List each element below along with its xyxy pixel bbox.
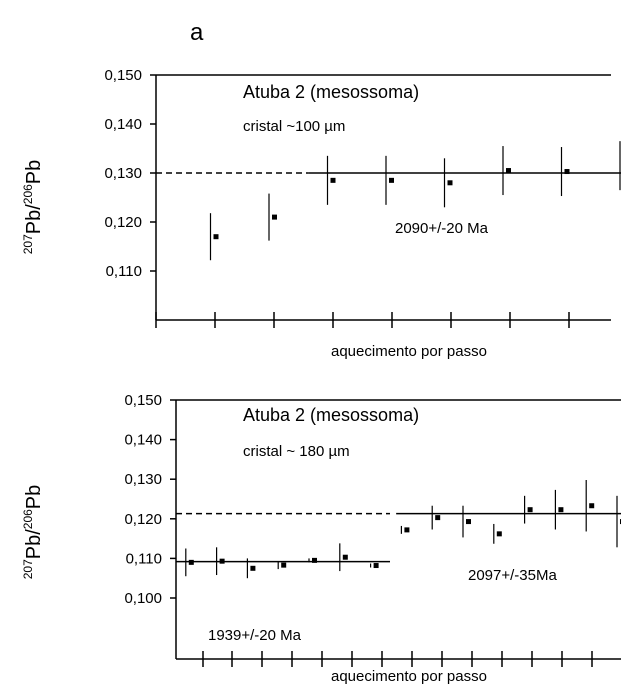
data-point [493, 523, 502, 544]
y-tick-label: 0,140 [104, 116, 142, 133]
point-marker [342, 554, 348, 560]
point-marker [250, 565, 256, 571]
chart-title: Atuba 2 (mesossoma) [243, 405, 419, 425]
data-point [308, 557, 317, 563]
data-point [523, 495, 533, 524]
chart-subtitle: cristal ~ 180 µm [243, 443, 350, 460]
y-tick-label: 0,100 [124, 590, 162, 607]
data-points [185, 479, 621, 579]
y-tick-label: 0,110 [126, 550, 162, 567]
point-marker [188, 559, 194, 565]
x-ticks [202, 651, 593, 667]
data-point [400, 525, 410, 534]
y-tick-label: 0,150 [124, 392, 162, 409]
chart-bottom: 0,150 0,140 0,130 0,120 0,110 0,100 Atuba 2 (… [21, 392, 621, 684]
point-marker [506, 168, 511, 174]
point-marker [404, 527, 410, 533]
point-marker [272, 214, 277, 220]
data-point [431, 505, 441, 530]
mean-lines [176, 512, 621, 563]
data-point [462, 505, 471, 538]
age-annotation: 2090+/-20 Ma [395, 220, 489, 237]
point-marker [312, 557, 317, 563]
data-point [185, 548, 194, 577]
chart-subtitle: cristal ~100 µm [243, 118, 345, 135]
y-tick-label: 0,110 [106, 263, 142, 280]
point-marker [564, 169, 570, 175]
point-marker [435, 515, 441, 521]
x-axis-label: aquecimento por passo [331, 343, 487, 360]
data-point [216, 547, 225, 576]
data-point [616, 495, 621, 548]
y-tick-label: 0,130 [124, 471, 162, 488]
y-axis-label: 207Pb/206Pb [21, 160, 45, 255]
point-marker [527, 507, 533, 513]
data-point [502, 146, 511, 196]
data-point [246, 558, 256, 579]
y-axis-label: 207Pb/206Pb [21, 485, 45, 580]
point-marker [447, 180, 453, 186]
data-points [209, 141, 621, 261]
data-point [385, 155, 394, 205]
y-ticks: 0,150 0,140 0,130 0,120 0,110 0,100 [124, 392, 176, 607]
y-tick-label: 0,150 [104, 67, 142, 84]
panel-letter: a [190, 19, 204, 46]
y-tick-label: 0,120 [124, 511, 162, 528]
data-point [339, 543, 348, 572]
point-marker [589, 503, 595, 509]
y-tick-label: 0,140 [124, 432, 162, 449]
data-point [209, 213, 219, 261]
x-axis-label: aquecimento por passo [331, 668, 487, 684]
point-marker [213, 234, 219, 240]
data-point [268, 193, 277, 241]
point-marker [466, 519, 471, 525]
chart-title: Atuba 2 (mesossoma) [243, 82, 419, 102]
age-annotation-left: 1939+/-20 Ma [208, 627, 302, 644]
point-marker [389, 177, 394, 183]
data-point [277, 561, 287, 570]
y-tick-label: 0,130 [104, 165, 142, 182]
point-marker [330, 177, 336, 183]
data-point [560, 147, 570, 197]
data-point [554, 489, 564, 530]
y-tick-label: 0,120 [104, 214, 142, 231]
point-marker [496, 531, 502, 537]
point-marker [281, 562, 287, 568]
point-marker [219, 558, 225, 564]
point-marker [558, 507, 564, 513]
data-point [370, 563, 379, 569]
data-point [585, 479, 595, 532]
point-marker [373, 563, 379, 569]
data-point [443, 158, 453, 208]
data-point [326, 155, 336, 205]
y-ticks: 0,150 0,140 0,130 0,120 0,110 [104, 67, 156, 280]
age-annotation-right: 2097+/-35Ma [468, 567, 557, 584]
data-point [619, 141, 621, 191]
chart-top: 0,150 0,140 0,130 0,120 0,110 Atuba 2 (mesos… [21, 67, 621, 360]
x-ticks [155, 312, 570, 328]
